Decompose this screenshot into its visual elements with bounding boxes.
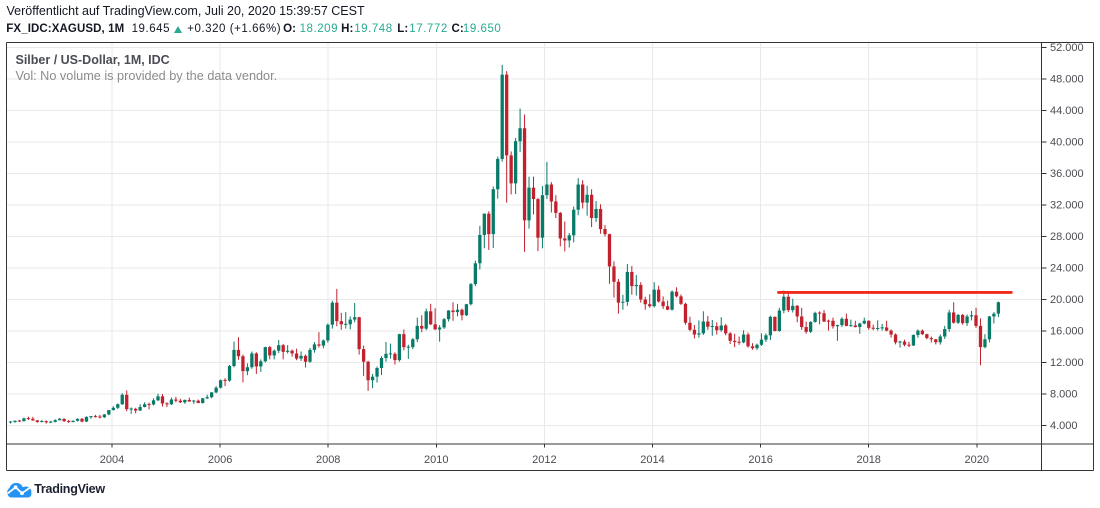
svg-text:4.000: 4.000 — [1050, 420, 1078, 432]
svg-text:2016: 2016 — [748, 454, 772, 466]
svg-text:2018: 2018 — [856, 454, 880, 466]
svg-text:2020: 2020 — [965, 454, 989, 466]
svg-text:44.000: 44.000 — [1050, 105, 1084, 117]
svg-text:28.000: 28.000 — [1050, 231, 1084, 243]
svg-text:2010: 2010 — [424, 454, 448, 466]
svg-text:20.000: 20.000 — [1050, 294, 1084, 306]
svg-text:36.000: 36.000 — [1050, 168, 1084, 180]
svg-text:2014: 2014 — [640, 454, 664, 466]
svg-text:2006: 2006 — [208, 454, 232, 466]
svg-text:48.000: 48.000 — [1050, 74, 1084, 86]
svg-text:2008: 2008 — [316, 454, 340, 466]
svg-text:40.000: 40.000 — [1050, 137, 1084, 149]
svg-text:2012: 2012 — [532, 454, 556, 466]
svg-text:32.000: 32.000 — [1050, 200, 1084, 212]
svg-text:16.000: 16.000 — [1050, 326, 1084, 338]
svg-text:52.000: 52.000 — [1050, 42, 1084, 54]
svg-text:8.000: 8.000 — [1050, 389, 1078, 401]
svg-text:12.000: 12.000 — [1050, 357, 1084, 369]
svg-text:24.000: 24.000 — [1050, 263, 1084, 275]
svg-text:2004: 2004 — [100, 454, 124, 466]
